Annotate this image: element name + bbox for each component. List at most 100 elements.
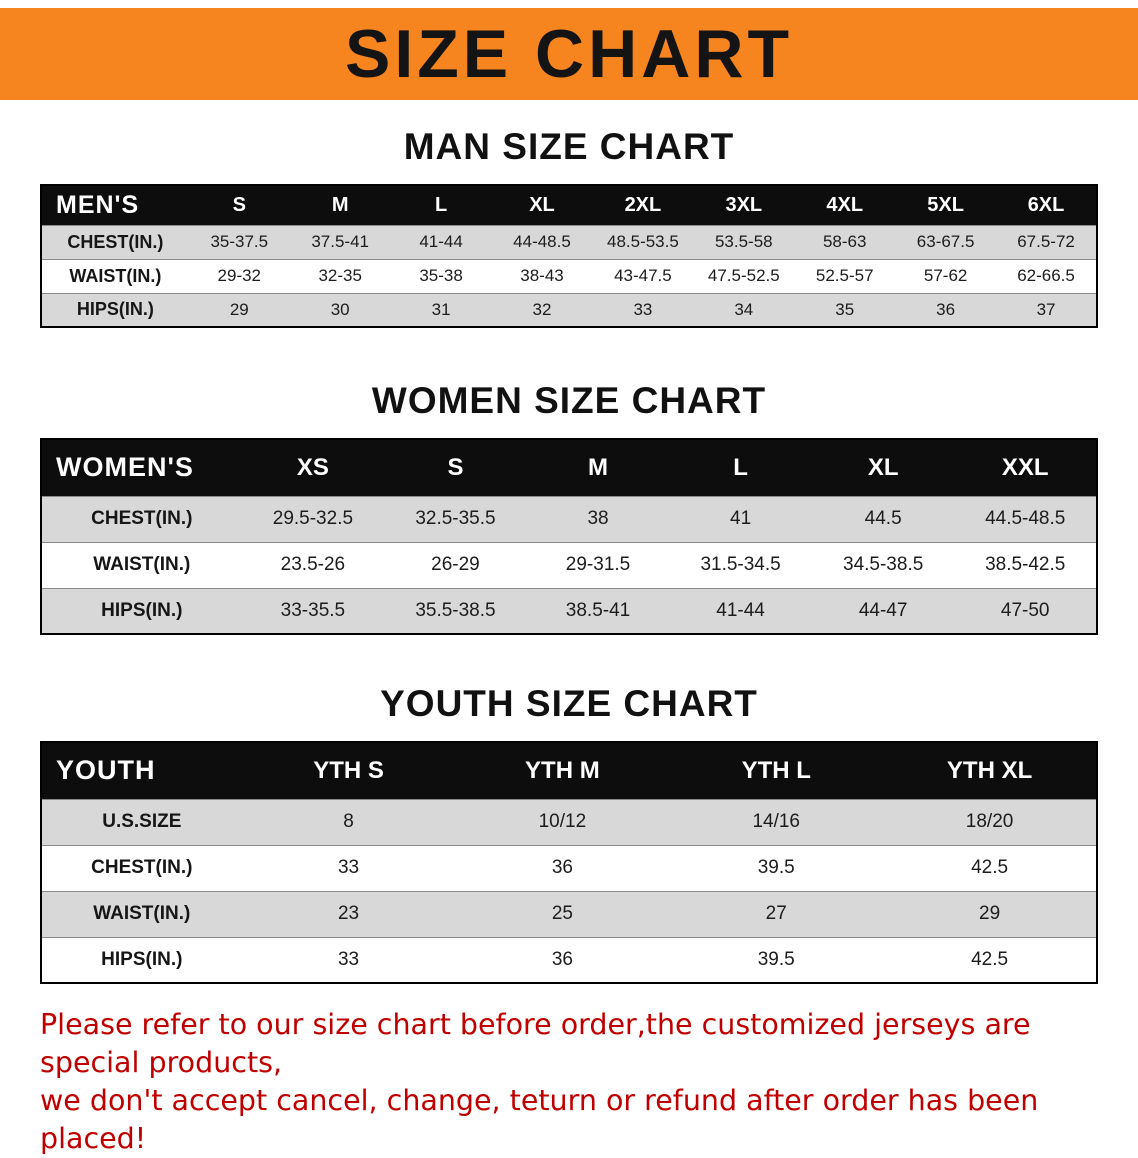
women-section-title: WOMEN SIZE CHART [371,380,767,421]
measurement-row: WAIST(IN.) 29-32 32-35 35-38 38-43 43-47.5 47.… [41,259,1097,293]
row-label-cell: U.S.SIZE [102,811,182,832]
size-value-cell: 35-38 [419,266,463,285]
policy-line-1: Please refer to our size chart before or… [40,1008,1031,1079]
size-header-cell: 3XL [693,185,795,225]
measurement-row: WAIST(IN.) 23 25 27 29 [41,891,1097,937]
size-value-cell: 44-48.5 [513,232,571,251]
size-header-cell: M [526,439,670,496]
banner-title: SIZE CHART [345,16,793,92]
size-value-cell: 36 [551,948,573,970]
policy-line-2: we don't accept cancel, change, teturn o… [40,1083,1039,1155]
size-value-cell: 43-47.5 [614,266,672,285]
row-label-cell: HIPS(IN.) [101,599,183,621]
size-header-cell: L [390,185,492,225]
table-header-row: WOMEN'S XS S M L XL XXL [41,439,1097,496]
size-header-cell: S [384,439,527,496]
table-title-cell: WOMEN'S [41,439,242,496]
size-value-cell: 57-62 [923,266,968,285]
size-header-cell: 6XL [996,185,1097,225]
size-value-cell: 67.5-72 [1017,232,1075,251]
size-value-cell: 29-32 [217,266,262,285]
size-value-cell: 34 [734,299,754,319]
size-value-cell: 29 [979,903,1001,924]
size-value-cell: 41-44 [419,232,463,251]
measurement-row: WAIST(IN.) 23.5-26 26-29 29-31.5 31.5-34.5 34… [41,542,1097,588]
size-header-cell: 2XL [592,185,694,225]
size-value-cell: 34.5-38.5 [843,554,924,575]
size-value-cell: 36 [936,299,956,319]
size-value-cell: 32-35 [318,266,362,285]
size-value-cell: 32.5-35.5 [415,508,496,529]
size-header-cell: YTH S [241,742,456,799]
size-value-cell: 38.5-41 [565,599,631,621]
women-size-section: WOMEN SIZE CHART WOMEN'S XS S M L XL XXL CHEST(… [0,380,1138,635]
size-value-cell: 48.5-53.5 [606,232,679,251]
size-value-cell: 58-63 [822,232,867,251]
size-value-cell: 62-66.5 [1017,266,1075,285]
size-value-cell: 33 [337,857,360,878]
row-label-cell: CHEST(IN.) [91,857,193,878]
size-value-cell: 37.5-41 [311,232,370,251]
size-header-cell: M [289,185,391,225]
size-value-cell: 30 [330,299,350,319]
size-value-cell: 44.5 [864,508,902,529]
size-value-cell: 33-35.5 [280,599,346,621]
size-value-cell: 31 [431,299,451,319]
size-header-cell: YTH M [455,742,670,799]
size-value-cell: 39.5 [757,857,795,878]
size-value-cell: 44-47 [858,599,908,621]
size-value-cell: 38.5-42.5 [985,554,1066,575]
men-section-title: MAN SIZE CHART [403,126,735,167]
size-value-cell: 42.5 [971,948,1009,970]
measurement-row: CHEST(IN.) 29.5-32.5 32.5-35.5 38 41 44.5 44.5… [41,496,1097,542]
measurement-row: CHEST(IN.) 35-37.5 37.5-41 41-44 44-48.5 48.5… [41,225,1097,259]
size-value-cell: 35-37.5 [210,232,269,251]
row-label-cell: WAIST(IN.) [69,265,162,286]
men-size-section: MAN SIZE CHART MEN'S S M L XL 2XL 3XL 4XL 5XL 6XL… [0,126,1138,328]
size-value-cell: 23.5-26 [280,554,346,575]
size-value-cell: 37 [1036,299,1056,319]
size-value-cell: 41 [730,508,752,529]
table-title-cell: YOUTH [41,742,242,799]
row-label-cell: HIPS(IN.) [76,299,154,320]
size-value-cell: 42.5 [971,857,1009,878]
size-value-cell: 29-31.5 [565,554,631,575]
youth-size-table: YOUTH YTH S YTH M YTH L YTH XL U.S.SIZE 8 10/12… [40,741,1098,984]
size-value-cell: 18/20 [965,811,1014,832]
measurement-row: HIPS(IN.) 33 36 39.5 42.5 [41,937,1097,983]
row-label-cell: CHEST(IN.) [67,231,164,252]
size-value-cell: 52.5-57 [815,266,874,285]
size-value-cell: 29.5-32.5 [272,508,354,529]
row-label-cell: WAIST(IN.) [93,554,191,575]
size-value-cell: 41-44 [716,599,765,621]
size-chart-banner: SIZE CHART [0,8,1138,100]
measurement-row: HIPS(IN.) 33-35.5 35.5-38.5 38.5-41 41-44 44-… [41,588,1097,634]
size-value-cell: 8 [343,811,354,832]
size-value-cell: 23 [337,903,360,924]
table-header-row: MEN'S S M L XL 2XL 3XL 4XL 5XL 6XL [41,185,1097,225]
youth-size-section: YOUTH SIZE CHART YOUTH YTH S YTH M YTH L YTH… [0,683,1138,984]
youth-section-title: YOUTH SIZE CHART [380,683,758,724]
measurement-row: U.S.SIZE 8 10/12 14/16 18/20 [41,799,1097,845]
size-value-cell: 31.5-34.5 [700,554,781,575]
size-header-cell: YTH XL [883,742,1097,799]
size-header-cell: S [188,185,290,225]
order-policy-note: Please refer to our size chart before or… [40,1006,1098,1158]
size-value-cell: 38-43 [520,266,564,285]
row-label-cell: WAIST(IN.) [93,903,191,924]
measurement-row: HIPS(IN.) 29 30 31 32 33 34 35 36 37 [41,293,1097,327]
table-header-row: YOUTH YTH S YTH M YTH L YTH XL [41,742,1097,799]
size-value-cell: 39.5 [757,948,795,970]
size-header-cell: YTH L [669,742,884,799]
size-value-cell: 29 [229,299,249,319]
size-value-cell: 44.5-48.5 [985,508,1066,529]
men-size-table: MEN'S S M L XL 2XL 3XL 4XL 5XL 6XL CHEST(IN.) 35-37… [40,184,1098,328]
size-value-cell: 35.5-38.5 [415,599,496,621]
size-value-cell: 27 [765,903,787,924]
size-header-cell: 5XL [895,185,997,225]
size-value-cell: 53.5-58 [714,232,773,251]
size-header-cell: XS [241,439,385,496]
size-value-cell: 25 [551,903,573,924]
row-label-cell: HIPS(IN.) [101,948,183,970]
measurement-row: CHEST(IN.) 33 36 39.5 42.5 [41,845,1097,891]
